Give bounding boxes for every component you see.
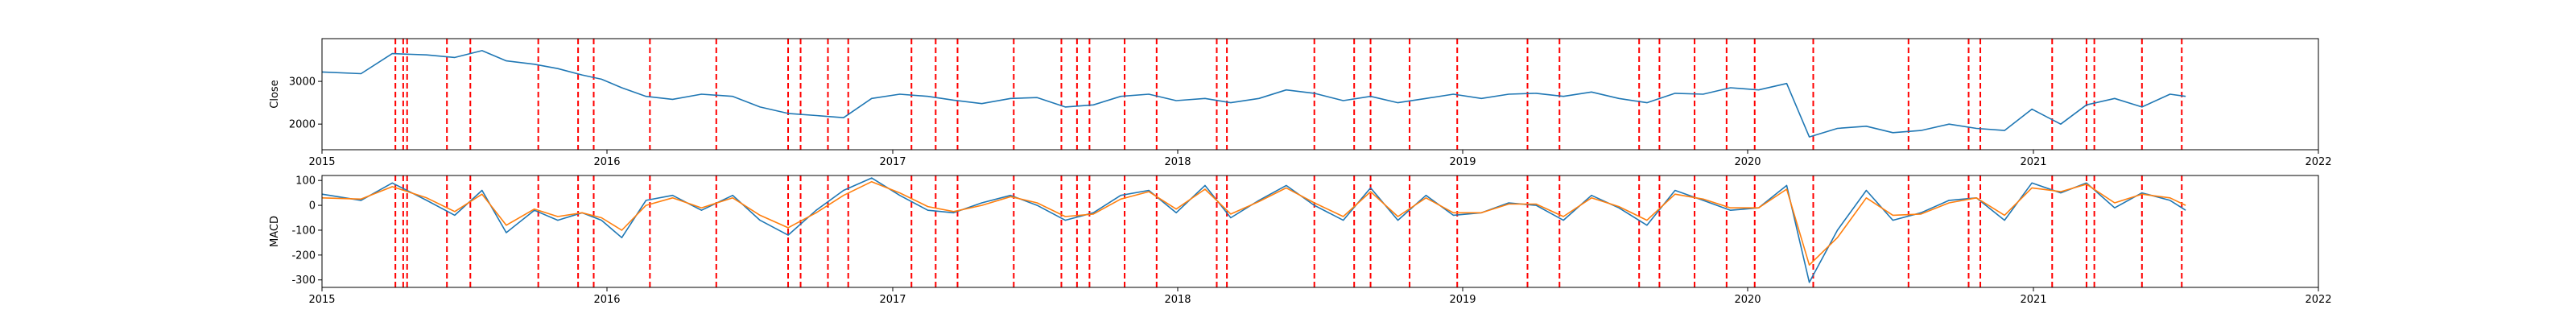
x-tick-label: 2019 [1449,294,1476,306]
series-line-0 [321,177,2186,283]
macd-y-ticks: 100 0 -100 -200 -300 [291,175,322,287]
macd-x-ticks: 2015 2016 2017 2018 2019 2020 2021 2022 [308,287,2332,306]
x-tick-label: 2017 [879,156,906,168]
close-y-axis-label: Close [269,80,281,108]
x-tick-label: 2019 [1449,156,1476,168]
x-tick-label: 2020 [1734,294,1761,306]
macd-series-group [321,177,2186,283]
x-tick-label: 2016 [593,156,620,168]
x-tick-label: 2015 [308,156,335,168]
x-tick-label: 2022 [2305,294,2331,306]
x-tick-label: 2017 [879,294,906,306]
y-tick-label: 100 [295,175,316,188]
close-series-group [321,50,2186,138]
x-tick-label: 2021 [2020,156,2046,168]
x-tick-label: 2020 [1734,156,1761,168]
x-tick-label: 2018 [1164,294,1191,306]
series-line-0 [321,50,2186,138]
series-line-1 [321,180,2186,266]
x-tick-label: 2015 [308,294,335,306]
x-tick-label: 2018 [1164,156,1191,168]
x-tick-label: 2022 [2305,156,2331,168]
x-tick-label: 2016 [593,294,620,306]
close-price-panel: 2000 3000 2015 2016 2017 2018 2019 2020 2021 202… [269,38,2332,168]
y-tick-label: -100 [291,225,316,237]
close-plot-frame [321,38,2319,151]
y-tick-label: -200 [291,250,316,262]
y-tick-label: 3000 [289,76,316,89]
y-tick-label: -300 [291,275,316,287]
macd-panel: 100 0 -100 -200 -300 2015 2016 2017 2018 2019 202… [269,175,2332,306]
close-x-ticks: 2015 2016 2017 2018 2019 2020 2021 2022 [308,150,2332,168]
macd-plot-frame [321,175,2319,288]
macd-event-lines [394,175,2183,287]
y-tick-label: 0 [309,200,316,213]
macd-y-axis-label: MACD [269,216,281,247]
close-y-ticks: 2000 3000 [289,76,322,131]
x-tick-label: 2021 [2020,294,2046,306]
y-tick-label: 2000 [289,119,316,131]
